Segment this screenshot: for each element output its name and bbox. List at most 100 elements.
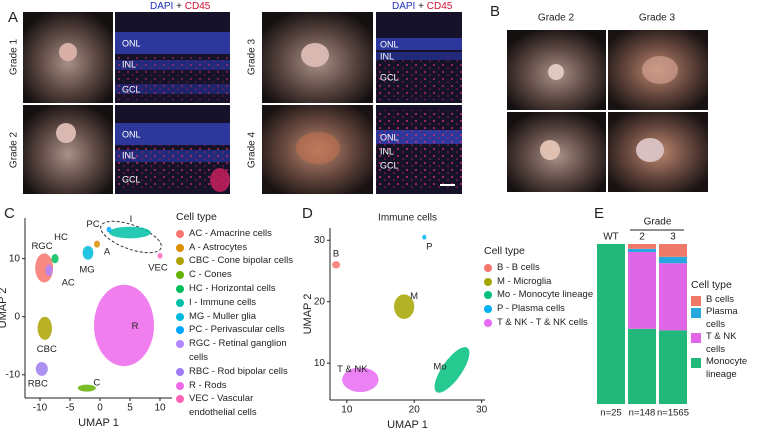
cluster xyxy=(37,316,52,340)
grade-label: Grade 3 xyxy=(247,38,258,75)
cluster-label: B xyxy=(333,248,339,259)
layer-label: INL xyxy=(380,51,394,61)
bar-segment xyxy=(628,252,656,329)
stain-label: DAPI + CD45 xyxy=(150,1,211,12)
grade-header: Grade 3 xyxy=(639,13,676,24)
legend-swatch xyxy=(176,298,184,307)
legend-item: I - Immune cells xyxy=(176,296,301,310)
legend-swatch xyxy=(176,395,184,404)
cluster-label: C xyxy=(93,378,100,389)
legend-title: Cell type xyxy=(176,211,217,223)
x-tick-label: WT xyxy=(603,232,619,243)
legend-item: C - Cones xyxy=(176,268,301,282)
legend-swatch xyxy=(176,257,184,266)
legend-item: T & NK - T & NK cells xyxy=(484,316,634,330)
cluster xyxy=(342,367,379,393)
layer-label: GCL xyxy=(122,174,141,184)
legend-item: MG - Muller glia xyxy=(176,310,301,324)
panel-letter: D xyxy=(302,205,313,222)
legend-item: B - B cells xyxy=(484,261,634,275)
legend-label: VEC - Vascular endothelial cells xyxy=(189,393,257,419)
x-tick-label: 20 xyxy=(409,405,421,416)
cluster xyxy=(394,294,415,319)
legend-item: M - Microglia xyxy=(484,275,634,289)
legend-swatch xyxy=(176,326,184,335)
legend-swatch xyxy=(176,284,184,293)
stain-plus: + xyxy=(176,1,182,12)
legend-item: RGC - Retinal ganglion cells xyxy=(176,337,301,365)
legend-item: T & NK cells xyxy=(691,331,757,356)
legend-swatch xyxy=(176,243,184,252)
layer-label: INL xyxy=(122,59,136,69)
legend-item: A - Astrocytes xyxy=(176,241,301,255)
y-tick-label: 0 xyxy=(14,311,20,322)
cluster xyxy=(45,264,53,277)
x-tick-label: -10 xyxy=(33,403,48,414)
legend-swatch xyxy=(484,291,492,300)
grade-label: Grade 1 xyxy=(9,38,20,75)
legend-title: Cell type xyxy=(484,245,525,257)
legend-label: P - Plasma cells xyxy=(497,303,565,315)
x-tick-label: 5 xyxy=(127,403,133,414)
legend-label: AC - Amacrine cells xyxy=(189,227,272,239)
cluster-label: R xyxy=(132,321,139,332)
legend-item: B cells xyxy=(691,294,757,307)
legend-swatch xyxy=(176,312,184,321)
cluster-label: Mo xyxy=(433,361,446,372)
legend-label: HC - Horizontal cells xyxy=(189,282,276,294)
legend-label: Monocyte lineage xyxy=(706,356,748,380)
legend-label: R - Rods xyxy=(189,379,227,391)
legend-label: CBC - Cone bipolar cells xyxy=(189,255,294,267)
cluster xyxy=(106,226,112,233)
cluster xyxy=(94,284,154,367)
legend-swatch xyxy=(691,295,701,306)
legend-label: T & NK - T & NK cells xyxy=(497,316,588,328)
legend-item: Mo - Monocyte lineage xyxy=(484,288,634,302)
bar-segment xyxy=(628,248,656,252)
legend-label: T & NK cells xyxy=(706,331,737,355)
legend-label: I - Immune cells xyxy=(189,296,257,308)
panel-a-images xyxy=(23,12,462,194)
bar-segment xyxy=(597,244,625,404)
grade-label: Grade 2 xyxy=(9,131,20,168)
y-tick-label: 20 xyxy=(314,296,326,307)
legend-label: B cells xyxy=(706,293,734,305)
cluster xyxy=(434,347,470,393)
cluster-label: P xyxy=(426,242,432,253)
layer-label: GCL xyxy=(380,72,399,82)
layer-label: ONL xyxy=(122,38,141,48)
legend-swatch xyxy=(176,381,184,390)
panel-letter: E xyxy=(594,205,604,222)
legend-label: B - B cells xyxy=(497,261,540,273)
legend: Cell type B cells Plasma cells T & NK cells… xyxy=(691,279,757,381)
layer-label: INL xyxy=(122,150,136,160)
legend-label: Mo - Monocyte lineage xyxy=(497,289,594,301)
stain-cd45: CD45 xyxy=(185,1,211,12)
legend-swatch xyxy=(484,318,492,327)
bar-segment xyxy=(659,330,687,404)
x-tick-label: 10 xyxy=(154,403,166,414)
layer-label: ONL xyxy=(380,132,399,142)
legend: Cell type AC - Amacrine cells A - Astrocyt… xyxy=(176,211,301,420)
legend: Cell type B - B cells M - Microglia Mo - Mo… xyxy=(484,245,634,330)
x-tick-label: 10 xyxy=(341,405,353,416)
legend-item: VEC - Vascular endothelial cells xyxy=(176,392,301,420)
cluster-label: PC xyxy=(86,219,99,230)
layer-label: ONL xyxy=(380,39,399,49)
legend-swatch xyxy=(484,277,492,286)
cluster xyxy=(51,254,59,264)
legend-swatch xyxy=(484,305,492,314)
legend-item: CBC - Cone bipolar cells xyxy=(176,254,301,268)
legend-item: Plasma cells xyxy=(691,306,757,331)
cluster-label: HC xyxy=(54,232,68,243)
legend-swatch xyxy=(176,340,184,349)
y-tick-label: -10 xyxy=(6,369,21,380)
y-axis-title: UMAP 2 xyxy=(0,288,9,329)
cluster xyxy=(77,384,96,392)
legend-item: PC - Perivascular cells xyxy=(176,323,301,337)
chart-title: Immune cells xyxy=(378,213,437,224)
cluster xyxy=(109,226,151,239)
stain-cd45: CD45 xyxy=(427,1,453,12)
n-label: n=148 xyxy=(629,408,656,419)
x-tick-label: 2 xyxy=(639,232,645,243)
